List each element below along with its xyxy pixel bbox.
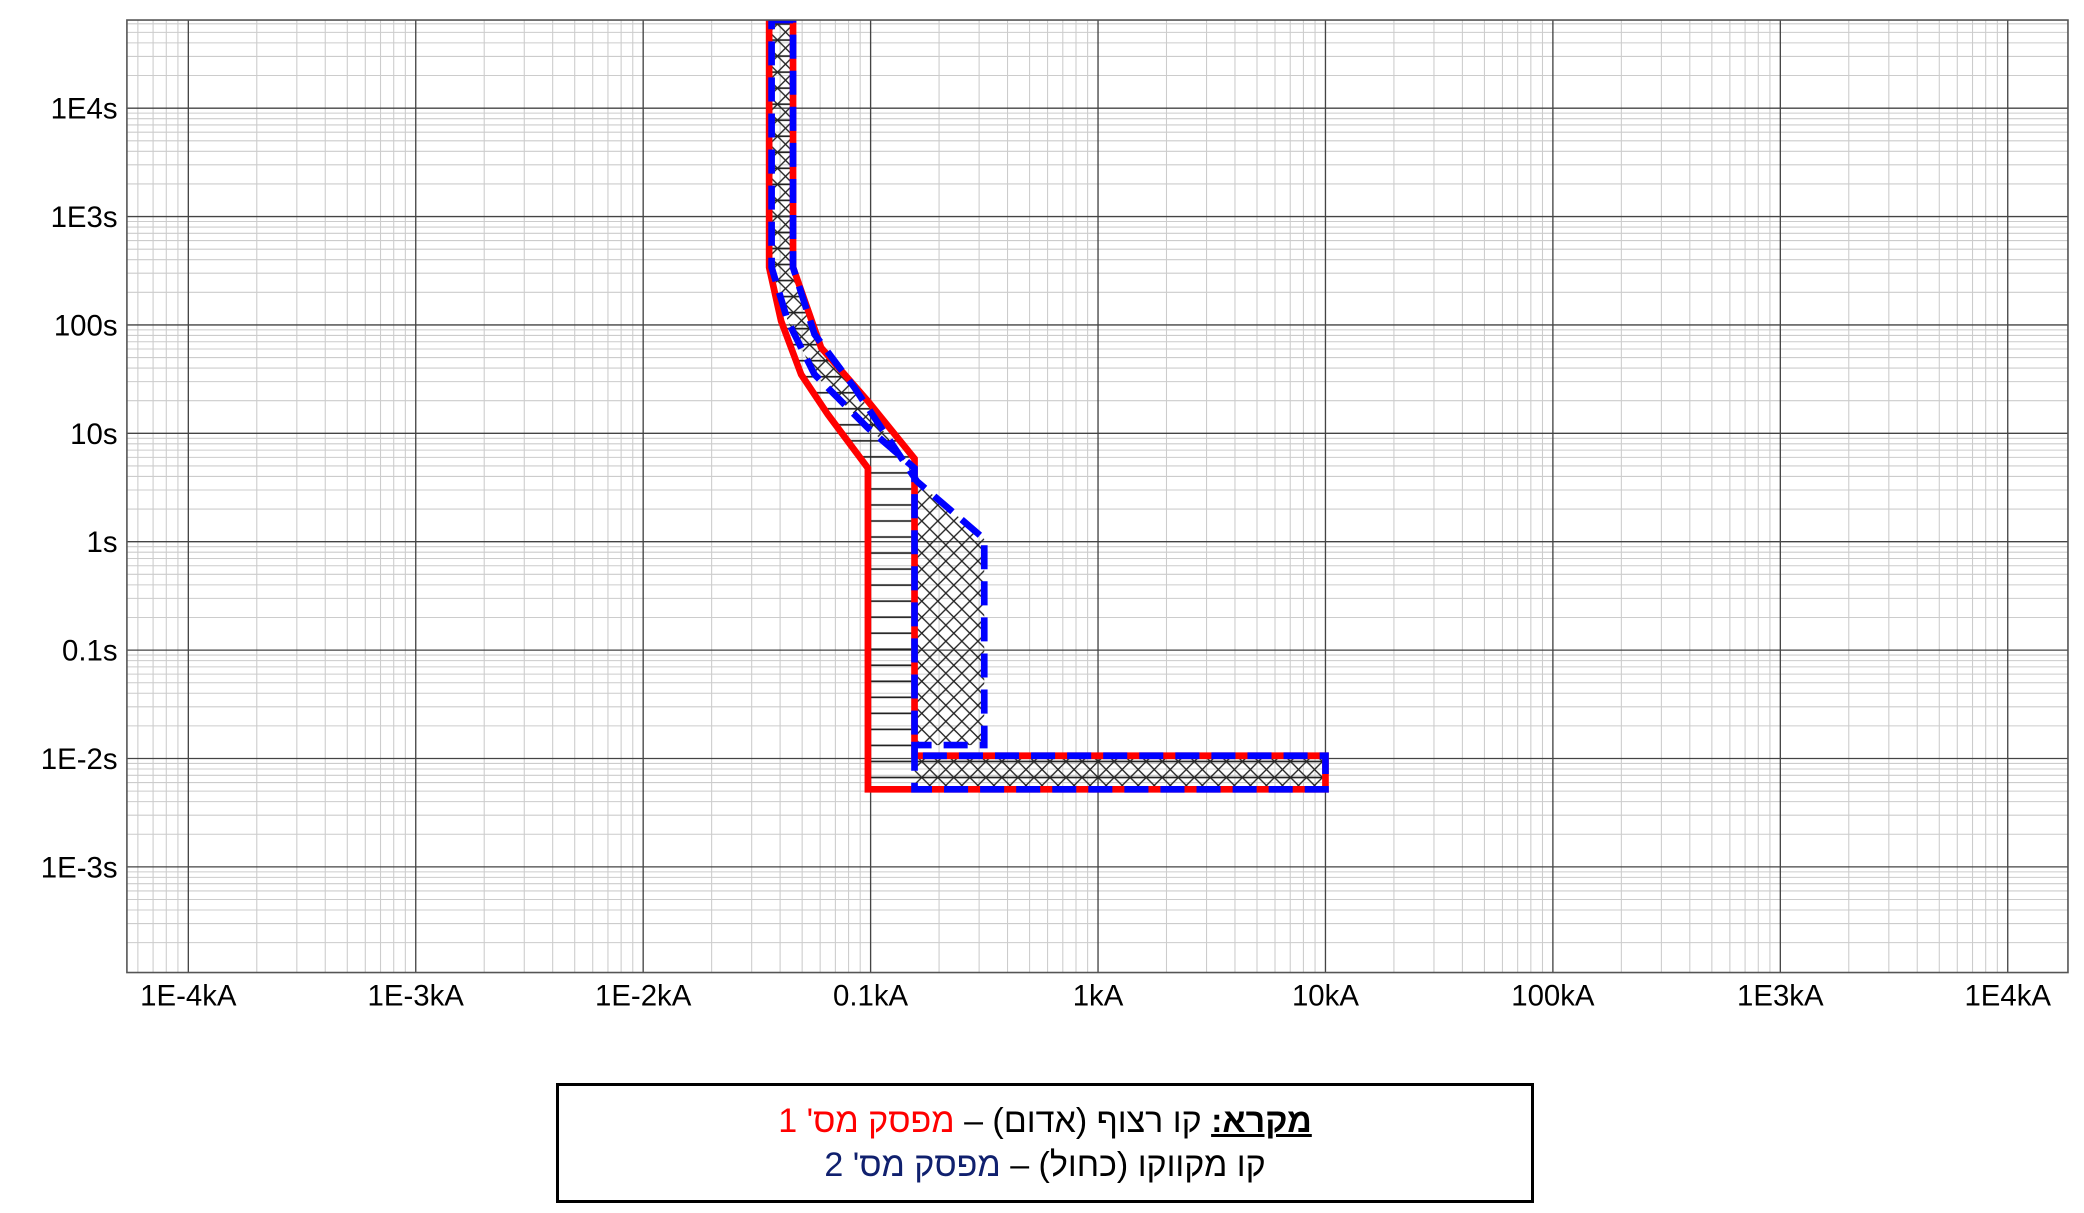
x-tick-label: 1E-2kA xyxy=(595,980,692,1013)
tick-labels: 1E-4kA 1E-3kA 1E-2kA 0.1kA 1kA 10kA 100kA 1E3kA… xyxy=(41,93,2052,1013)
legend-entry: מפסק מס' 2 xyxy=(824,1146,1001,1184)
legend-entry: מפסק מס' 1 xyxy=(778,1102,955,1140)
legend-row: מקרא: קו רצוף (אדום) – מפסק מס' 1 xyxy=(778,1099,1312,1143)
hatch-area xyxy=(769,20,1326,790)
legend: מקרא: קו רצוף (אדום) – מפסק מס' 1 קו מקו… xyxy=(556,1083,1534,1203)
plot-frame xyxy=(126,19,2069,974)
x-tick-label: 1E-4kA xyxy=(140,980,237,1013)
legend-title: מקרא: xyxy=(1211,1102,1312,1140)
legend-description: קו מקווקו (כחול) – xyxy=(1010,1146,1266,1184)
y-tick-label: 0.1s xyxy=(62,635,118,668)
legend-description: קו רצוף (אדום) – xyxy=(964,1102,1202,1140)
y-tick-label: 1E3s xyxy=(51,201,118,234)
y-tick-label: 1E-3s xyxy=(41,851,118,884)
y-tick-label: 100s xyxy=(54,309,118,342)
x-tick-label: 10kA xyxy=(1292,980,1359,1013)
x-tick-label: 100kA xyxy=(1511,980,1595,1013)
y-tick-label: 1E4s xyxy=(51,93,118,126)
y-tick-label: 10s xyxy=(70,418,117,451)
y-tick-label: 1E-2s xyxy=(41,743,118,776)
x-tick-label: 0.1kA xyxy=(833,980,909,1013)
x-tick-label: 1E3kA xyxy=(1737,980,1824,1013)
curve xyxy=(768,20,1329,793)
x-tick-label: 1kA xyxy=(1073,980,1124,1013)
plot xyxy=(765,20,1329,793)
x-tick-label: 1E-3kA xyxy=(368,980,465,1013)
grid xyxy=(126,20,2068,973)
y-tick-label: 1s xyxy=(87,526,118,559)
legend-row: קו מקווקו (כחול) – מפסק מס' 2 xyxy=(824,1143,1265,1187)
x-tick-label: 1E4kA xyxy=(1964,980,2051,1013)
